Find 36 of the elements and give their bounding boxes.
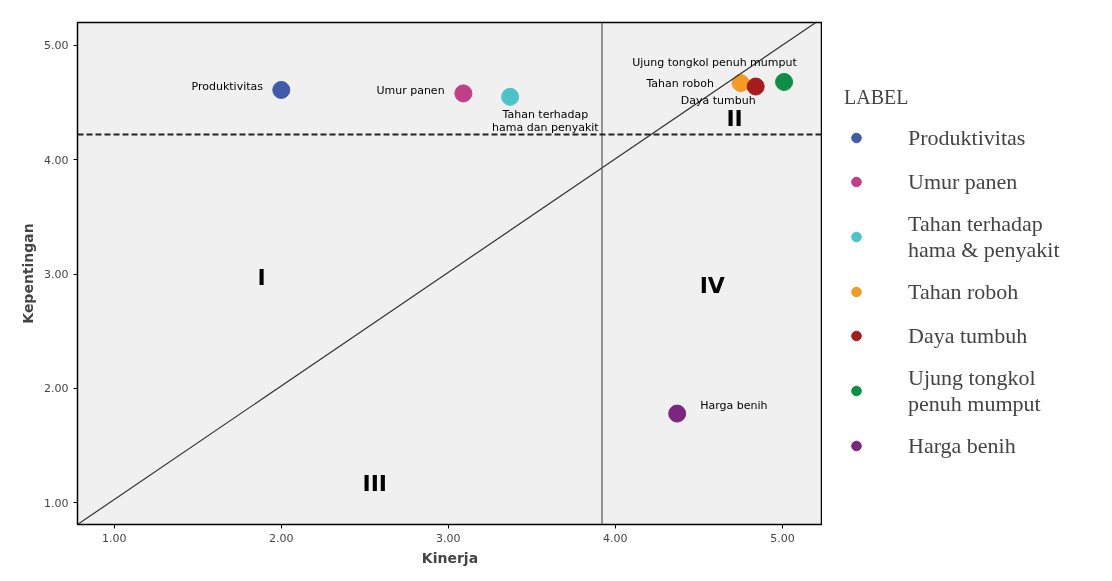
annotation: Tahan roboh <box>645 77 714 91</box>
y-tick-label: 3.00 <box>44 268 69 282</box>
point <box>668 404 687 423</box>
x-tick-label: 3.00 <box>436 531 461 545</box>
annotation: III <box>362 470 388 496</box>
legend-label: Harga benih <box>908 432 1016 459</box>
annotation: IV <box>699 273 725 299</box>
x-tick-label: 5.00 <box>770 531 795 545</box>
legend-label: Tahan roboh <box>908 278 1019 305</box>
legend-label: Produktivitas <box>908 124 1026 151</box>
point <box>272 80 291 99</box>
legend-label: Umur panen <box>908 168 1018 195</box>
x-tick-label: 4.00 <box>603 531 628 545</box>
y-tick-label: 2.00 <box>44 382 69 396</box>
annotation: Umur panen <box>376 83 445 97</box>
y-tick-label: 5.00 <box>44 39 69 53</box>
annotation: Harga benih <box>700 399 768 413</box>
legend-label: Ujung tongkol penuh mumput <box>908 364 1041 417</box>
x-tick-label: 2.00 <box>269 531 294 545</box>
point <box>775 72 794 91</box>
annotation: II <box>726 105 743 131</box>
legend-title: LABEL <box>844 85 910 109</box>
annotation: Tahan terhadap hama dan penyakit <box>492 108 600 135</box>
point <box>746 77 765 96</box>
legend-label: Daya tumbuh <box>908 322 1028 349</box>
point <box>731 74 750 93</box>
point <box>501 87 520 106</box>
x-tick-label: 1.00 <box>102 531 127 545</box>
y-tick-label: 1.00 <box>44 496 69 510</box>
legend-label: Tahan terhadap hama & penyakit <box>908 210 1060 263</box>
x-axis-title: Kinerja <box>421 549 479 566</box>
annotation: Produktivitas <box>191 79 264 93</box>
point <box>454 84 473 103</box>
y-axis-title: Kepentingan <box>20 223 37 324</box>
annotation: I <box>257 265 266 291</box>
y-tick-label: 4.00 <box>44 153 69 167</box>
